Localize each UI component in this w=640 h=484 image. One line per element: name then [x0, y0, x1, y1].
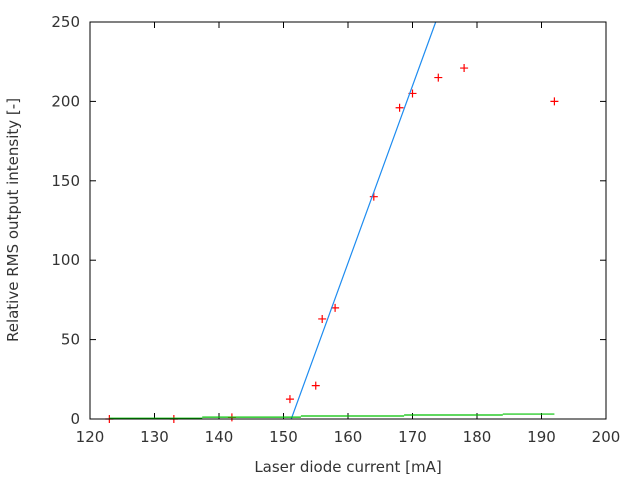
plot-frame — [89, 21, 607, 420]
x-tick-label: 130 — [140, 428, 169, 446]
data-point — [311, 381, 320, 390]
data-point — [285, 395, 294, 404]
x-tick-label: 180 — [463, 428, 492, 446]
y-tick-label: 200 — [51, 92, 80, 110]
data-point — [318, 314, 327, 323]
y-tick-label: 50 — [61, 331, 80, 349]
x-tick-label: 200 — [592, 428, 621, 446]
x-tick-label: 140 — [205, 428, 234, 446]
y-tick-label: 100 — [51, 251, 80, 269]
x-axis-label: Laser diode current [mA] — [254, 458, 441, 476]
data-point — [460, 64, 469, 73]
y-tick-label: 250 — [51, 13, 80, 31]
noise-floor-line — [109, 413, 555, 419]
data-point — [331, 303, 340, 312]
x-tick-label: 190 — [527, 428, 556, 446]
x-tick-label: 170 — [398, 428, 427, 446]
data-point — [395, 103, 404, 112]
y-axis-label: Relative RMS output intensity [-] — [4, 98, 22, 342]
x-tick-label: 120 — [76, 428, 105, 446]
x-tick-label: 150 — [269, 428, 298, 446]
y-tick-label: 0 — [70, 410, 80, 428]
y-tick-label: 150 — [51, 172, 80, 190]
x-tick-label: 160 — [334, 428, 363, 446]
data-point — [369, 192, 378, 201]
data-point — [434, 73, 443, 82]
marks — [105, 21, 559, 423]
data-point — [550, 97, 559, 106]
fit-line — [290, 21, 437, 420]
axes: 120 130 140 150 160 170 180 190 200 0 50 100 150 200 2… — [51, 13, 620, 446]
